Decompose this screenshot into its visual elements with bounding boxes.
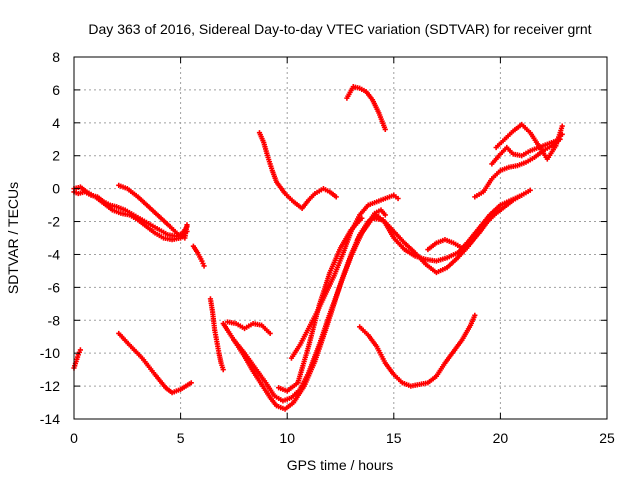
series-arc-17 xyxy=(425,187,533,253)
data-point xyxy=(527,187,533,193)
data-points xyxy=(71,84,565,412)
x-axis-label: GPS time / hours xyxy=(287,457,394,473)
series-arc-9 xyxy=(231,215,482,404)
y-tick-label: -10 xyxy=(40,345,60,361)
x-tick-label: 5 xyxy=(177,430,185,446)
x-tick-label: 25 xyxy=(599,430,615,446)
data-point xyxy=(382,212,388,218)
series-arc-4 xyxy=(190,243,207,269)
x-tick-label: 15 xyxy=(386,430,402,446)
series-arc-13 xyxy=(256,130,339,211)
data-point xyxy=(333,194,339,200)
series-arc-10 xyxy=(224,319,273,337)
data-point xyxy=(395,195,401,202)
data-point xyxy=(188,380,194,386)
y-tick-label: -14 xyxy=(40,411,60,427)
y-tick-label: 8 xyxy=(52,49,60,65)
x-tick-label: 0 xyxy=(70,430,78,446)
y-tick-labels: -14 -12 -10 -8 -6 -4 -2 0 2 4 6 8 xyxy=(40,49,60,427)
data-point xyxy=(267,330,273,337)
axis-ticks xyxy=(73,56,608,420)
data-point xyxy=(359,215,365,221)
data-point xyxy=(184,222,190,228)
y-tick-label: -12 xyxy=(40,378,60,394)
series-arc-16 xyxy=(357,312,478,389)
data-point xyxy=(77,347,83,353)
data-point xyxy=(220,367,226,373)
y-tick-label: 0 xyxy=(52,181,60,197)
y-tick-label: 2 xyxy=(52,148,60,164)
y-tick-label: -4 xyxy=(48,246,61,262)
y-tick-label: 6 xyxy=(52,82,60,98)
x-tick-labels: 0 5 10 15 20 25 xyxy=(70,430,615,446)
y-tick-label: -6 xyxy=(48,279,61,295)
series-arc-3 xyxy=(116,182,190,241)
data-point xyxy=(201,263,207,269)
series-arc-7 xyxy=(207,296,226,373)
x-tick-label: 20 xyxy=(493,430,509,446)
y-axis-label: SDTVAR / TECUs xyxy=(5,182,21,294)
y-tick-label: -2 xyxy=(48,214,61,230)
series-arc-12 xyxy=(276,215,365,394)
data-point xyxy=(472,312,478,318)
x-tick-label: 10 xyxy=(279,430,295,446)
series-arc-20 xyxy=(493,121,565,162)
series-arc-15 xyxy=(354,207,388,243)
data-point xyxy=(559,123,565,129)
y-tick-label: 4 xyxy=(52,115,60,131)
series-arc-6 xyxy=(116,330,194,396)
y-tick-label: -8 xyxy=(48,312,61,328)
chart-title: Day 363 of 2016, Sidereal Day-to-day VTE… xyxy=(88,21,591,37)
data-point xyxy=(382,126,388,132)
series-arc-14 xyxy=(344,84,388,132)
plot-frame xyxy=(73,56,608,420)
